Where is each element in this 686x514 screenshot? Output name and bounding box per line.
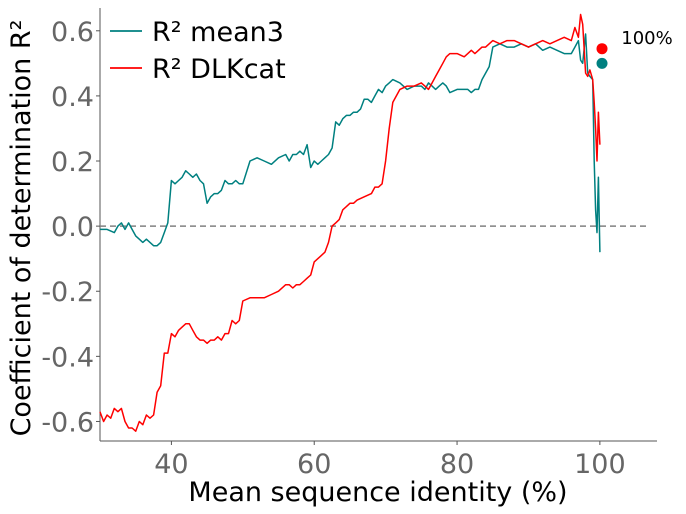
x-axis-title: Mean sequence identity (%) <box>188 477 567 508</box>
y-axis-title: Coefficient of determination R² <box>6 20 37 437</box>
y-ticks: -0.6 -0.4 -0.2 0.0 0.2 0.4 0.6 <box>41 17 100 438</box>
legend-label-mean3: R² mean3 <box>152 17 284 48</box>
annotation-100-percent: 100% <box>621 28 672 49</box>
y-tick-label: -0.6 <box>41 407 94 438</box>
end-marker-0 <box>596 57 608 69</box>
y-tick-label: 0.0 <box>51 212 94 243</box>
series-lines <box>99 13 601 432</box>
x-tick-label: 80 <box>440 449 474 480</box>
y-tick-label: -0.4 <box>41 342 94 373</box>
y-tick-label: 0.2 <box>51 147 94 178</box>
x-tick-label: 100 <box>574 449 626 480</box>
y-tick-label: 0.6 <box>51 17 94 48</box>
end-markers <box>596 43 608 69</box>
x-ticks: 40 60 80 100 <box>154 441 626 480</box>
y-tick-label: -0.2 <box>41 277 94 308</box>
end-marker-1 <box>596 43 608 55</box>
series-line-1 <box>99 13 601 432</box>
x-tick-label: 60 <box>297 449 331 480</box>
x-tick-label: 40 <box>154 449 188 480</box>
axes <box>99 8 657 442</box>
legend-label-dlkcat: R² DLKcat <box>152 54 286 85</box>
legend: R² mean3 R² DLKcat <box>110 17 286 85</box>
y-tick-label: 0.4 <box>51 82 94 113</box>
